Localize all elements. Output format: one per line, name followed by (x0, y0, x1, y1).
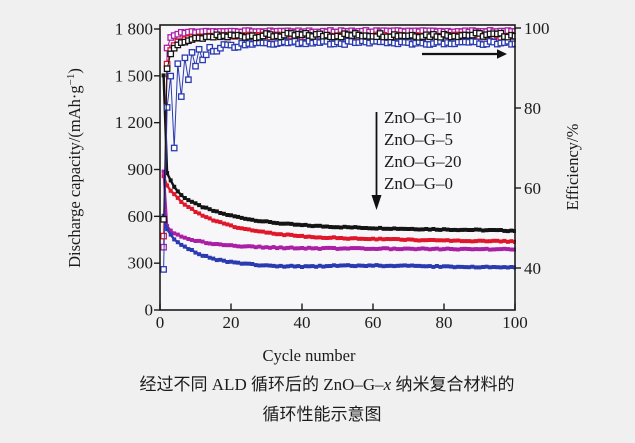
legend-item-zno-g-10: ZnO–G–10 (384, 108, 461, 127)
legend-order-arrow (371, 112, 382, 210)
y-right-tick-60: 60 (524, 179, 541, 198)
legend-item-zno-g-0: ZnO–G–0 (384, 174, 453, 193)
series-capacity-ZnO-G-10 (161, 73, 516, 234)
x-tick-20: 20 (223, 313, 240, 332)
y-left-tick-300: 300 (128, 254, 154, 273)
y-left-tick-600: 600 (128, 207, 154, 226)
y-left-tick-900: 900 (128, 160, 154, 179)
y-left-tick-1200: 1 200 (115, 113, 153, 132)
series-efficiency-ZnO-G-0 (160, 37, 516, 273)
series-efficiency-ZnO-G-10 (160, 29, 516, 223)
y-axis-left-title: Discharge capacity/(mAh·g−1) (65, 68, 84, 268)
x-tick-80: 80 (436, 313, 453, 332)
y-right-tick-40: 40 (524, 259, 541, 278)
y-right-tick-80: 80 (524, 99, 541, 118)
y-left-tick-1500: 1 500 (115, 66, 153, 85)
capacity-series-group (161, 73, 516, 270)
y-axis-left-tick-labels: 0 300 600 900 1 200 1 500 1 800 (115, 20, 153, 320)
legend: ZnO–G–10 ZnO–G–5 ZnO–G–20 ZnO–G–0 (384, 108, 461, 193)
x-tick-0: 0 (156, 313, 165, 332)
y-axis-right-title: Efficiency/% (563, 123, 582, 210)
plot-area-background (160, 25, 515, 310)
figure-caption-line1: 经过不同 ALD 循环后的 ZnO–G–x 纳米复合材料的 (140, 375, 515, 394)
legend-item-zno-g-20: ZnO–G–20 (384, 152, 461, 171)
tick-marks-group (154, 27, 521, 311)
y-axis-right-tick-labels: 40 60 80 100 (524, 19, 550, 278)
x-tick-60: 60 (365, 313, 382, 332)
x-tick-40: 40 (294, 313, 311, 332)
y-left-tick-0: 0 (145, 301, 154, 320)
series-capacity-ZnO-G-20 (161, 169, 516, 252)
plot-frame (159, 24, 516, 311)
x-axis-tick-labels: 0 20 40 60 80 100 (156, 313, 528, 332)
series-capacity-ZnO-G-0 (161, 213, 516, 270)
x-axis-title: Cycle number (262, 346, 356, 365)
x-tick-100: 100 (502, 313, 528, 332)
figure-caption-line2: 循环性能示意图 (263, 405, 382, 424)
efficiency-series-group (160, 27, 516, 273)
series-capacity-ZnO-G-5 (161, 174, 516, 244)
y-right-tick-100: 100 (524, 19, 550, 38)
legend-item-zno-g-5: ZnO–G–5 (384, 130, 453, 149)
y-left-tick-1800: 1 800 (115, 20, 153, 39)
efficiency-axis-arrow (422, 49, 507, 59)
